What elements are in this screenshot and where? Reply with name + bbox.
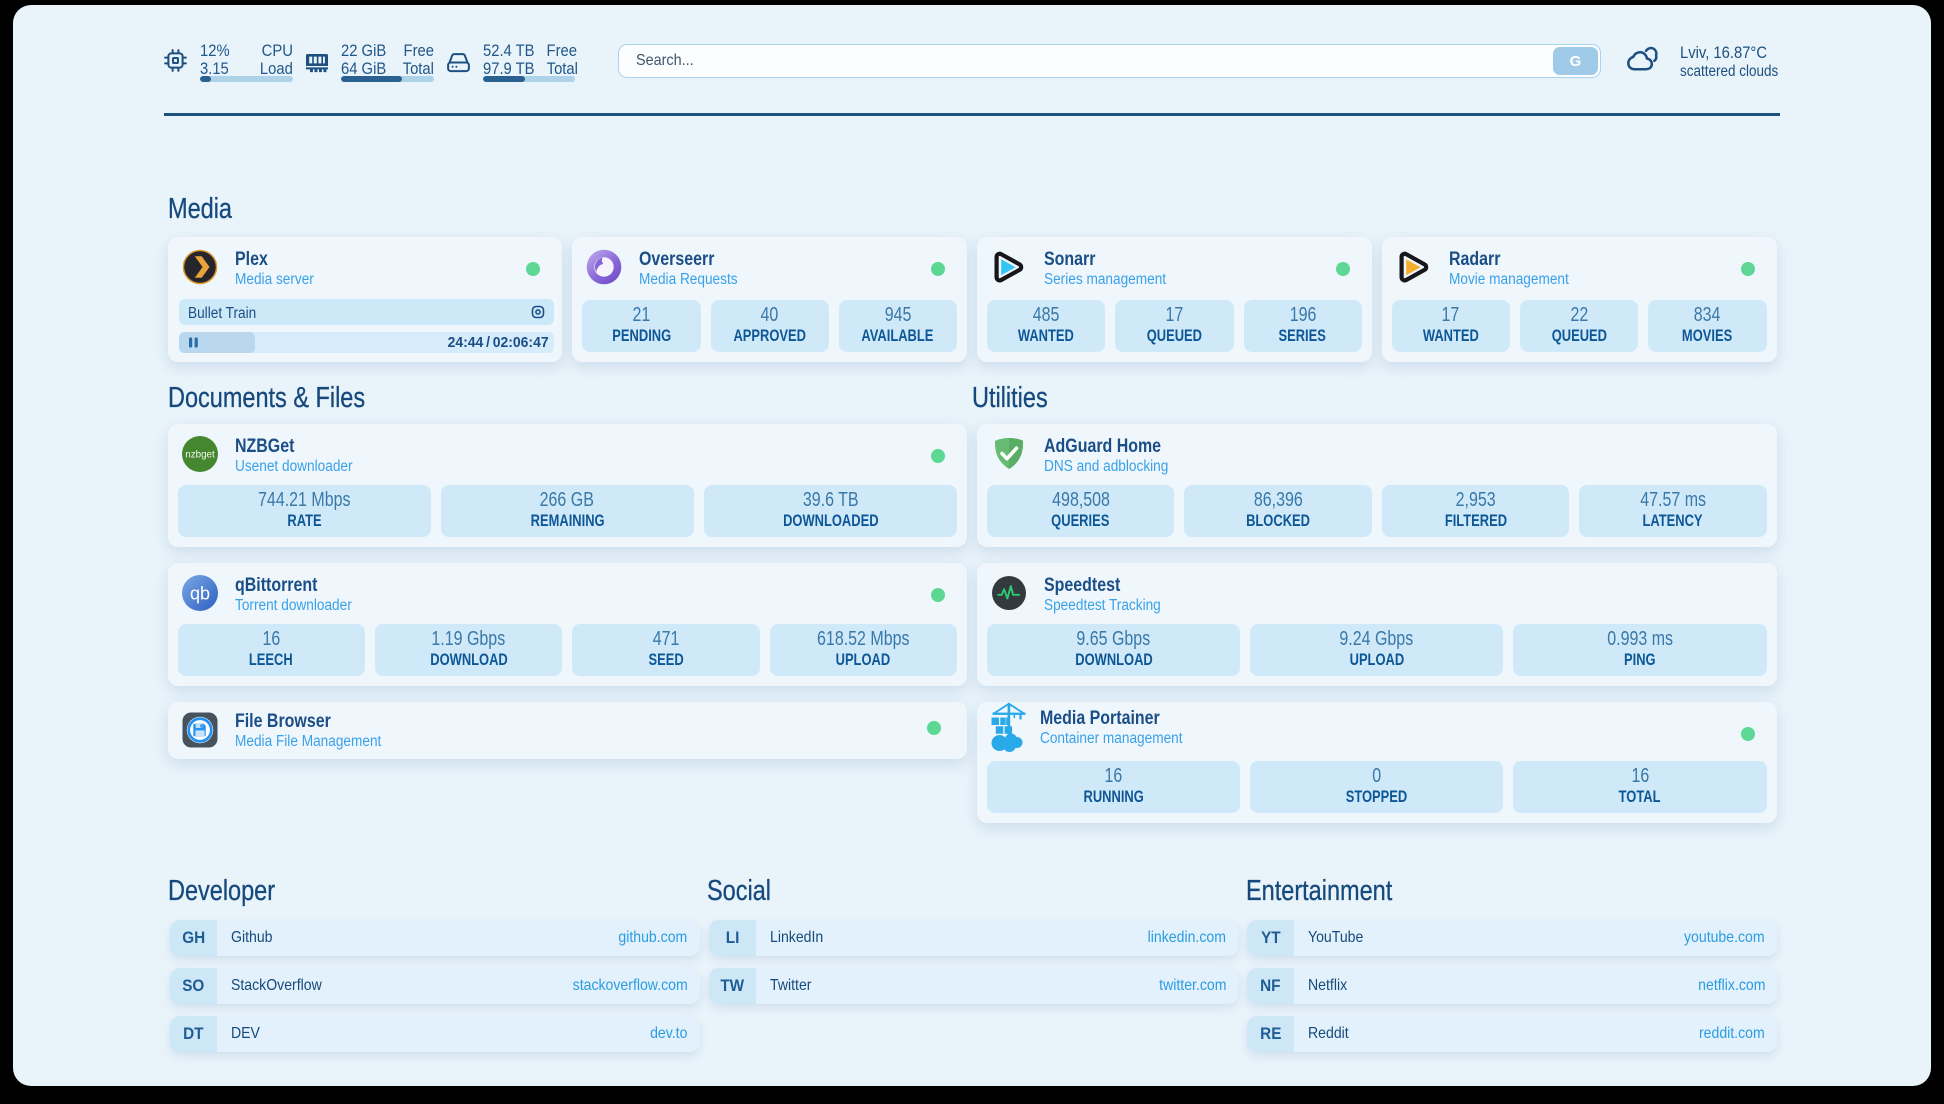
- svg-text:qb: qb: [189, 584, 209, 604]
- svg-text:nzbget: nzbget: [185, 450, 215, 461]
